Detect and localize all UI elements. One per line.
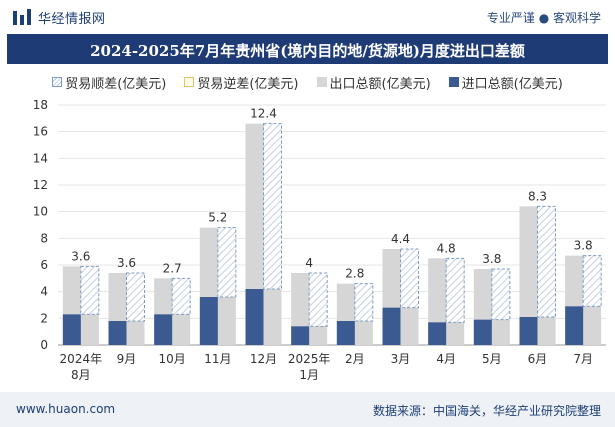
y-tick-label: 6	[40, 258, 48, 272]
data-label: 8.3	[528, 189, 547, 203]
import-bar	[428, 322, 447, 345]
x-tick-label: 9月	[117, 352, 137, 366]
tagline: 专业严谨 ● 客观科学	[486, 11, 601, 25]
import-bar	[245, 289, 264, 345]
x-tick-label: 6月	[528, 352, 548, 366]
y-tick-label: 16	[33, 125, 48, 139]
x-tick-label: 2025年	[288, 352, 331, 366]
y-tick-label: 4	[40, 285, 48, 299]
import-bar	[473, 319, 492, 345]
y-tick-label: 8	[40, 231, 48, 245]
surplus-bar	[491, 268, 511, 321]
legend-item-import: 进口总额(亿美元)	[448, 72, 563, 92]
legend-label-export: 出口总额(亿美元)	[329, 76, 431, 92]
x-tick-label: 2024年	[60, 352, 103, 366]
data-label: 4	[305, 256, 313, 270]
footer-source: 数据来源：中国海关，华经产业研究院整理	[372, 404, 601, 418]
surplus-bar	[537, 205, 556, 318]
x-tick-label: 3月	[391, 352, 411, 366]
y-tick-label: 18	[33, 98, 48, 112]
footer-site: www.huaon.com	[16, 402, 116, 416]
legend-swatch-deficit	[184, 77, 195, 87]
brand-name: 华经情报网	[38, 12, 106, 27]
x-tick-label: 5月	[482, 352, 502, 366]
surplus-bar	[400, 248, 419, 309]
surplus-bar	[354, 283, 374, 322]
data-label: 3.6	[71, 249, 90, 263]
y-tick-label: 0	[40, 338, 48, 352]
surplus-bar	[582, 255, 602, 307]
surplus-bar	[126, 272, 145, 322]
import-bar	[565, 306, 584, 345]
legend-label-surplus: 贸易顺差(亿美元)	[65, 76, 167, 92]
data-label: 5.2	[208, 211, 227, 225]
data-label: 3.8	[574, 239, 593, 253]
x-tick-label: 10月	[159, 352, 186, 366]
surplus-bar	[80, 265, 100, 315]
legend-swatch-import	[448, 77, 459, 87]
surplus-bar	[263, 123, 282, 290]
chart-plot: 0 2 4 6 8 10 12 14 16 18 3.6 2024年 8月 3.6 9月 2.7 10月 5.2 1…	[33, 98, 606, 382]
legend-item-deficit: 贸易逆差(亿美元)	[184, 72, 299, 92]
legend-swatch-surplus	[52, 77, 63, 87]
data-label: 3.6	[117, 256, 136, 270]
top-bar: 华经情报网 专业严谨 ● 客观科学	[0, 0, 615, 34]
title-bar: 2024-2025年7月年贵州省(境内目的地/货源地)月度进出口差额	[7, 34, 608, 64]
x-tick-label: 4月	[436, 352, 456, 366]
import-bar	[199, 297, 218, 345]
surplus-bar	[171, 277, 191, 315]
import-bar	[382, 307, 401, 345]
data-label: 4.8	[437, 241, 456, 255]
y-tick-label: 12	[33, 178, 48, 192]
logo-icon	[13, 9, 31, 25]
data-label: 2.8	[345, 267, 364, 281]
x-tick-label: 8月	[71, 368, 91, 382]
import-bar	[291, 326, 310, 345]
legend-swatch-export	[316, 77, 327, 87]
legend-label-import: 进口总额(亿美元)	[461, 76, 563, 92]
surplus-bar	[308, 272, 328, 327]
legend-item-export: 出口总额(亿美元)	[316, 72, 431, 92]
import-bar	[336, 321, 355, 345]
y-tick-label: 10	[33, 205, 48, 219]
import-bar	[108, 321, 127, 345]
x-tick-label: 11月	[204, 352, 231, 366]
y-tick-label: 2	[40, 311, 48, 325]
data-label: 3.8	[482, 252, 501, 266]
y-tick-label: 14	[33, 151, 48, 165]
surplus-bar	[445, 257, 465, 323]
x-tick-label: 12月	[250, 352, 277, 366]
import-bar	[519, 317, 538, 345]
data-label: 4.4	[391, 232, 410, 246]
footer: www.huaon.com 数据来源：中国海关，华经产业研究院整理	[0, 392, 615, 427]
import-bar	[154, 314, 173, 345]
legend-label-deficit: 贸易逆差(亿美元)	[197, 76, 299, 92]
import-bar	[62, 314, 81, 345]
x-tick-label: 7月	[573, 352, 593, 366]
data-label: 2.7	[163, 261, 182, 275]
x-tick-label: 2月	[345, 352, 365, 366]
x-tick-label: 1月	[299, 368, 319, 382]
data-label: 12.4	[250, 107, 277, 121]
chart-legend: 贸易顺差(亿美元) 贸易逆差(亿美元) 出口总额(亿美元) 进口总额(亿美元)	[0, 72, 615, 92]
chart-title: 2024-2025年7月年贵州省(境内目的地/货源地)月度进出口差额	[90, 42, 525, 60]
surplus-bar	[217, 227, 237, 298]
legend-item-surplus: 贸易顺差(亿美元)	[52, 72, 166, 92]
